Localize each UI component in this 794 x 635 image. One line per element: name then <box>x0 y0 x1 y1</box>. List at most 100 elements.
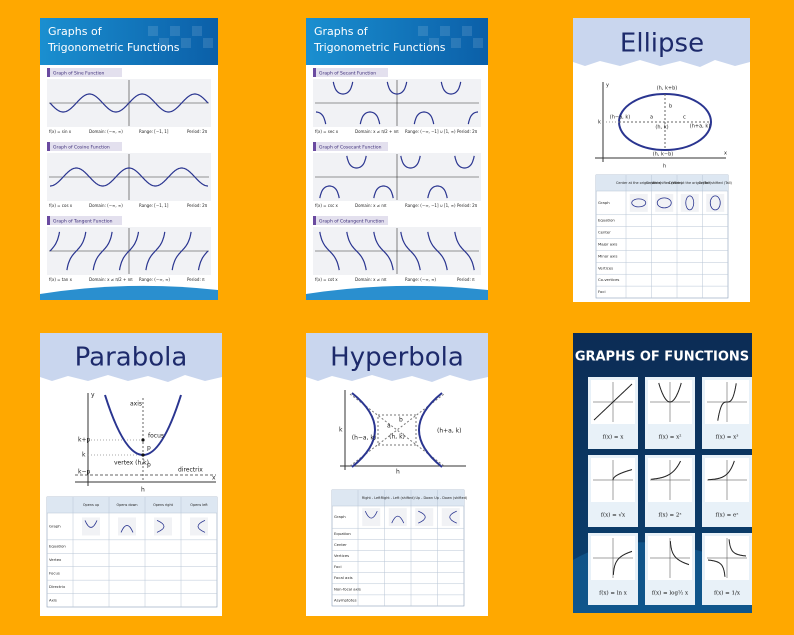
thumb-bg <box>82 517 100 536</box>
row-header: Focus <box>49 570 60 575</box>
range: Range: (−∞, −1] ∪ [1, ∞) <box>405 129 456 134</box>
header-tile <box>148 26 158 36</box>
header-tile <box>462 26 472 36</box>
formula: f(x) = csc x <box>315 203 339 208</box>
thumb-bg <box>118 517 136 536</box>
row-header: Graph <box>334 514 346 519</box>
header-tile <box>418 26 428 36</box>
function-label: f(x) = x <box>603 434 625 441</box>
thumb-curve <box>449 510 457 524</box>
section-label-mark <box>47 68 50 77</box>
section-label: Graph of Tangent Function <box>53 219 113 225</box>
label: (h−a, k) <box>610 115 630 121</box>
domain: Domain: (−∞, ∞) <box>89 203 123 208</box>
poster-header <box>306 18 488 65</box>
header-tile <box>181 38 191 48</box>
thumb-bg <box>190 517 208 536</box>
period: Period: 2π <box>457 203 478 208</box>
row-header: Vertices <box>334 553 349 558</box>
column-header: Center at the origin (Wide) <box>616 181 662 185</box>
formula: f(x) = sin x <box>49 129 72 134</box>
vertex-point <box>141 453 145 457</box>
label: x <box>212 475 216 482</box>
row-header: Equation <box>598 218 615 223</box>
section-label: Graph of Sine Function <box>53 71 104 77</box>
label: p <box>147 462 151 469</box>
function-curve <box>612 550 633 575</box>
function-label: f(x) = x² <box>659 434 682 441</box>
formula: f(x) = tan x <box>49 277 73 282</box>
thumb-curve <box>709 195 721 211</box>
functions-poster: GRAPHS OF FUNCTIONS f(x) = x f(x) = x² f(x)… <box>573 333 752 613</box>
function-curve <box>319 231 475 271</box>
label: p <box>147 445 151 452</box>
label: k <box>598 120 601 126</box>
header-tile <box>159 38 169 48</box>
label: directrix <box>178 467 203 474</box>
header-tile <box>203 38 213 48</box>
section-label: Graph of Cosecant Function <box>319 145 382 151</box>
row-header: Non-focal axis <box>334 586 361 591</box>
table-header-bg <box>47 497 217 513</box>
thumb-curve <box>84 520 98 528</box>
label: focus <box>148 433 164 440</box>
table-bg <box>46 496 218 608</box>
poster-title: Parabola <box>75 343 188 373</box>
column-header: Center shifted (Wide) <box>646 181 683 185</box>
function-curve <box>717 383 737 421</box>
table-header-bg <box>596 175 728 191</box>
header-tile <box>192 26 202 36</box>
domain: Domain: x ≠ π/2 + nπ <box>89 277 133 282</box>
column-header: Opens left <box>190 503 208 507</box>
period: Period: 2π <box>187 203 208 208</box>
label: k <box>339 427 343 434</box>
label: y <box>606 83 609 89</box>
thumb-bg <box>706 193 725 212</box>
label: h <box>141 487 145 494</box>
poster-title: Trigonometric Functions <box>313 41 446 54</box>
row-header: Vertex <box>49 557 62 562</box>
row-header: Vertices <box>598 265 613 270</box>
period: Period: π <box>187 277 205 282</box>
thumb-curve <box>120 525 134 533</box>
row-header: Graph <box>598 200 610 205</box>
poster-header <box>40 18 218 65</box>
thumb-bg <box>154 517 172 536</box>
header-tile <box>429 38 439 48</box>
function-label: f(x) = √x <box>601 512 626 519</box>
function-curve <box>669 541 690 566</box>
function-label: f(x) = 1/x <box>714 590 741 597</box>
period: Period: π <box>457 277 475 282</box>
section-label-bg <box>313 68 388 77</box>
header-tile <box>440 26 450 36</box>
hyperbola-branch <box>351 392 376 468</box>
label: a <box>387 423 391 430</box>
range: Range: (−∞, ∞) <box>139 277 170 282</box>
focus-point <box>141 438 145 442</box>
generated: Graphs of Trigonometric Functions Graph of… <box>40 18 752 613</box>
row-header: Directrix <box>49 584 66 589</box>
poster-title: Trigonometric Functions <box>47 41 180 54</box>
formula: f(x) = cos x <box>49 203 73 208</box>
row-header: Co-vertices <box>598 277 619 282</box>
thumb-bg <box>655 193 674 212</box>
column-header: Up - Down <box>415 496 433 500</box>
domain: Domain: (−∞, ∞) <box>89 129 123 134</box>
function-curve <box>658 382 682 403</box>
function-label: f(x) = 2ˣ <box>658 512 682 519</box>
row-header: Equation <box>334 531 351 536</box>
function-curve <box>50 167 208 187</box>
section-label-bg <box>47 216 122 225</box>
header-tile <box>451 38 461 48</box>
label: b <box>399 417 403 424</box>
label: vertex (h,k) <box>114 460 149 467</box>
thumb-bg <box>680 193 699 212</box>
row-header: Foci <box>598 289 606 294</box>
function-label: f(x) = x³ <box>716 434 739 441</box>
label: y <box>91 392 95 399</box>
formula: f(x) = sec x <box>315 129 339 134</box>
label: b <box>669 104 672 110</box>
footer-wave <box>306 285 488 300</box>
section-label: Graph of Secant Function <box>319 71 376 77</box>
label: (h−a, k) <box>352 435 376 442</box>
